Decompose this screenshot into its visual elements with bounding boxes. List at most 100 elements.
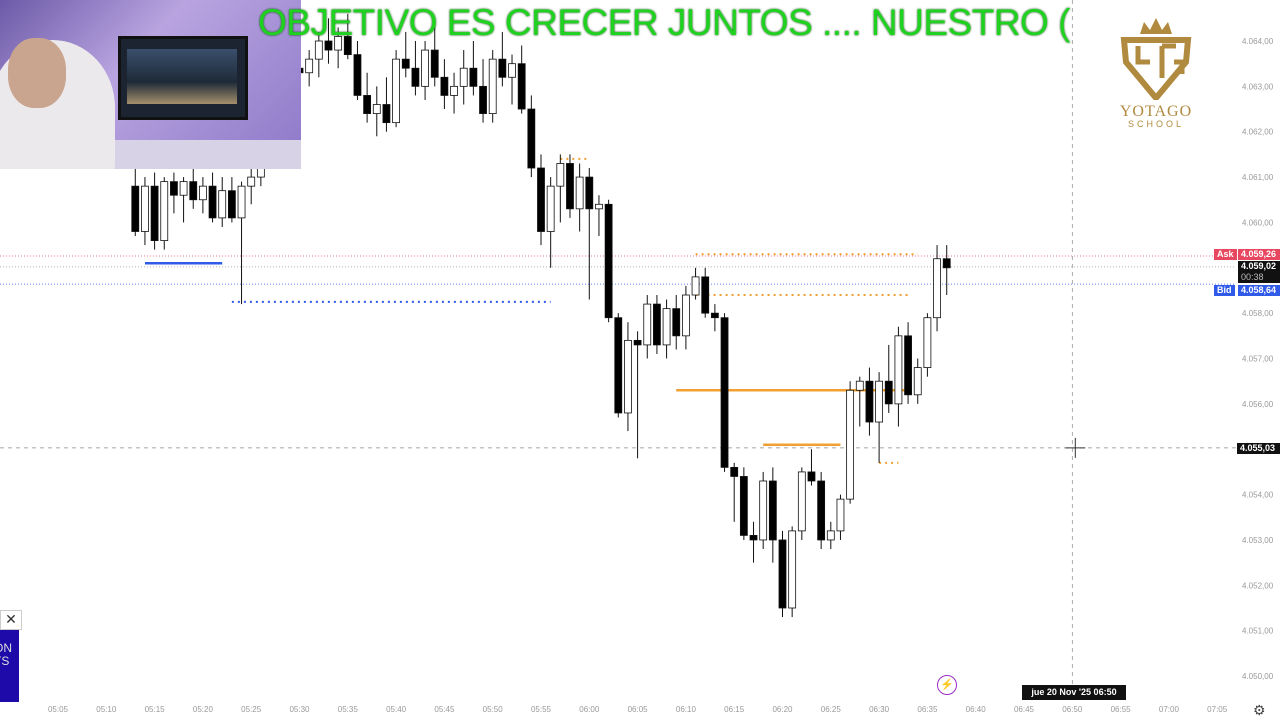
candle-body xyxy=(653,303,661,346)
candle-body xyxy=(710,312,719,319)
candle-body xyxy=(237,185,246,219)
time-axis-tick: 06:45 xyxy=(1014,705,1035,714)
candle-body xyxy=(633,339,642,346)
candle-body xyxy=(363,95,372,114)
candle-body xyxy=(411,67,420,87)
price-axis-tick: 4.061,00 xyxy=(1242,173,1274,182)
candle-body xyxy=(672,308,681,337)
candle-body xyxy=(334,36,343,51)
close-icon[interactable]: ✕ xyxy=(0,610,22,630)
candle-body xyxy=(913,367,922,396)
time-axis-tick: 06:40 xyxy=(966,705,987,714)
crosshair-price-label: 4.055,03 xyxy=(1237,443,1280,454)
price-axis-tick: 4.054,00 xyxy=(1242,491,1274,500)
candle-body xyxy=(459,67,468,87)
time-axis-tick: 05:20 xyxy=(193,705,214,714)
candle-body xyxy=(218,190,227,219)
candle-body xyxy=(566,163,574,210)
candle-body xyxy=(894,335,903,405)
time-axis-tick: 07:05 xyxy=(1207,705,1228,714)
candle-body xyxy=(498,58,507,78)
candle-body xyxy=(227,190,236,219)
candle-body xyxy=(884,380,893,405)
candle-body xyxy=(759,480,768,541)
candle-body xyxy=(450,85,458,96)
candle-body xyxy=(739,476,748,536)
time-axis-tick: 05:30 xyxy=(289,705,310,714)
candle-body xyxy=(392,58,401,124)
candle-body xyxy=(933,258,941,319)
candle-body xyxy=(942,258,951,269)
candle-body xyxy=(208,185,217,219)
candle-body xyxy=(846,389,855,500)
promo-panel[interactable]: ONTS xyxy=(0,610,19,702)
time-axis-tick: 06:35 xyxy=(917,705,938,714)
candle-body xyxy=(923,317,932,368)
webcam-person-head xyxy=(8,38,66,108)
candle-body xyxy=(701,276,710,314)
candle-body xyxy=(353,54,362,96)
time-axis-tick: 07:00 xyxy=(1159,705,1180,714)
crosshair-cursor-icon xyxy=(1065,437,1086,458)
candle-body xyxy=(517,63,526,110)
lightning-icon[interactable]: ⚡ xyxy=(937,675,957,695)
bid-tag: Bid xyxy=(1214,285,1235,296)
price-axis-tick: 4.064,00 xyxy=(1242,37,1274,46)
candle-body xyxy=(585,176,594,210)
time-axis-tick: 05:40 xyxy=(386,705,407,714)
candle-body xyxy=(643,303,652,346)
time-axis-tick: 05:50 xyxy=(483,705,504,714)
candle-body xyxy=(662,308,671,346)
candle-body xyxy=(160,181,169,241)
candle-body xyxy=(141,185,149,232)
gear-icon[interactable]: ⚙ xyxy=(1253,702,1266,718)
candle-body xyxy=(788,530,797,609)
candle-body xyxy=(797,471,806,532)
candle-body xyxy=(479,85,487,114)
price-axis-tick: 4.060,00 xyxy=(1242,218,1274,227)
candle-body xyxy=(768,480,777,541)
candle-body xyxy=(189,181,198,201)
candle-body xyxy=(527,108,536,169)
candle-body xyxy=(826,530,835,541)
ask-price: 4.059,26 xyxy=(1238,249,1280,260)
price-axis-tick: 4.053,00 xyxy=(1242,536,1274,545)
candle-body xyxy=(508,63,516,78)
candle-body xyxy=(421,49,429,87)
webcam-desk xyxy=(110,140,301,169)
promo-text-2: TS xyxy=(0,654,10,668)
candle-body xyxy=(575,176,584,210)
candle-body xyxy=(691,276,700,296)
bid-price: 4.058,64 xyxy=(1238,285,1280,296)
promo-text-1: ON xyxy=(0,641,12,655)
time-axis-tick: 05:55 xyxy=(531,705,552,714)
price-axis-tick: 4.052,00 xyxy=(1242,581,1274,590)
candle-body xyxy=(749,535,758,541)
price-axis-tick: 4.057,00 xyxy=(1242,355,1274,364)
logo-crown-shield-icon xyxy=(1120,18,1192,103)
candle-body xyxy=(372,104,381,114)
price-axis-tick: 4.051,00 xyxy=(1242,627,1274,636)
time-axis-tick: 05:35 xyxy=(338,705,359,714)
candle-body xyxy=(682,294,690,337)
candle-body xyxy=(720,317,729,468)
candle-body xyxy=(730,466,739,477)
time-axis-tick: 06:15 xyxy=(724,705,745,714)
candle-body xyxy=(807,471,816,482)
candle-body xyxy=(488,58,497,114)
candle-body xyxy=(324,40,333,51)
candle-body xyxy=(430,49,439,78)
price-axis-tick: 4.058,00 xyxy=(1242,309,1274,318)
webcam-monitor xyxy=(118,36,248,120)
candle-body xyxy=(836,498,845,532)
last-price: 4.059,02 xyxy=(1238,261,1280,272)
time-axis-tick: 06:25 xyxy=(821,705,842,714)
time-axis-tick: 06:55 xyxy=(1111,705,1132,714)
candle-body xyxy=(440,76,449,96)
candle-body xyxy=(875,380,883,423)
candle-body xyxy=(546,185,555,232)
candle-body xyxy=(343,36,352,56)
candle-body xyxy=(382,104,391,124)
bar-countdown: 00:38 xyxy=(1238,272,1280,283)
scrolling-banner: OBJETIVO ES CRECER JUNTOS .... NUESTRO ( xyxy=(258,2,1070,43)
